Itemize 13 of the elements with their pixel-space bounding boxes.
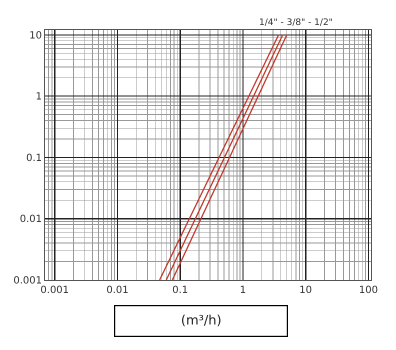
y-tick-label: 0.1 [26, 152, 42, 164]
y-tick-label: 1 [36, 92, 42, 103]
x-tick-label: 0.1 [172, 285, 188, 296]
x-tick-label: 0.01 [106, 285, 129, 296]
x-tick-label: 1 [240, 285, 246, 296]
x-tick-label: 100 [358, 285, 378, 296]
x-axis-title: (m³/h) [180, 314, 222, 329]
x-tick-label: 10 [299, 285, 312, 296]
y-tick-label: 10 [29, 30, 42, 42]
text: 1/4" - 3/8" - 1/2" [259, 18, 333, 28]
y-tick-label: 0.01 [20, 214, 42, 226]
x-tick-label: 0.001 [40, 285, 70, 296]
y-tick-label: 0.001 [13, 276, 42, 286]
